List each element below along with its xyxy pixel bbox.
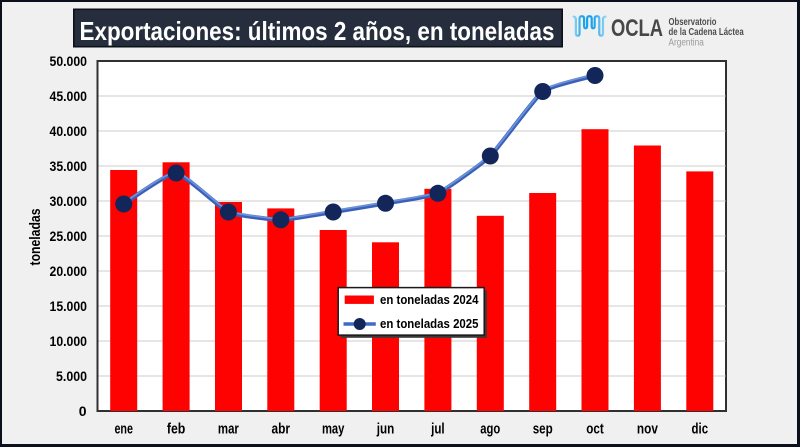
svg-text:ene: ene — [114, 422, 133, 438]
svg-text:20.000: 20.000 — [50, 263, 88, 279]
svg-text:Exportaciones: últimos 2 años,: Exportaciones: últimos 2 años, en tonela… — [80, 16, 555, 46]
svg-text:Observatorio: Observatorio — [669, 16, 717, 28]
svg-text:35.000: 35.000 — [50, 158, 88, 174]
svg-text:5.000: 5.000 — [56, 368, 87, 384]
svg-text:OCLA: OCLA — [611, 15, 663, 42]
svg-text:40.000: 40.000 — [50, 123, 88, 139]
svg-text:de la Cadena Láctea: de la Cadena Láctea — [669, 26, 744, 38]
svg-text:en toneladas 2025: en toneladas 2025 — [380, 316, 479, 331]
svg-text:10.000: 10.000 — [50, 333, 88, 349]
svg-text:ago: ago — [480, 422, 500, 438]
svg-text:25.000: 25.000 — [50, 228, 88, 244]
svg-text:toneladas: toneladas — [28, 209, 44, 266]
svg-text:sep: sep — [533, 422, 553, 438]
svg-text:oct: oct — [586, 422, 604, 438]
svg-text:en toneladas 2024: en toneladas 2024 — [380, 292, 479, 307]
svg-text:15.000: 15.000 — [50, 298, 88, 314]
svg-text:dic: dic — [692, 422, 709, 438]
svg-text:jun: jun — [376, 422, 394, 438]
svg-text:may: may — [322, 422, 345, 438]
svg-text:jul: jul — [430, 422, 444, 438]
svg-text:45.000: 45.000 — [50, 88, 88, 104]
svg-text:0: 0 — [79, 403, 87, 419]
svg-text:feb: feb — [167, 422, 186, 438]
svg-text:nov: nov — [637, 422, 658, 438]
svg-text:mar: mar — [218, 422, 239, 438]
svg-text:30.000: 30.000 — [50, 193, 88, 209]
svg-text:abr: abr — [272, 422, 291, 438]
svg-text:50.000: 50.000 — [50, 53, 88, 69]
svg-text:Argentina: Argentina — [669, 36, 704, 48]
